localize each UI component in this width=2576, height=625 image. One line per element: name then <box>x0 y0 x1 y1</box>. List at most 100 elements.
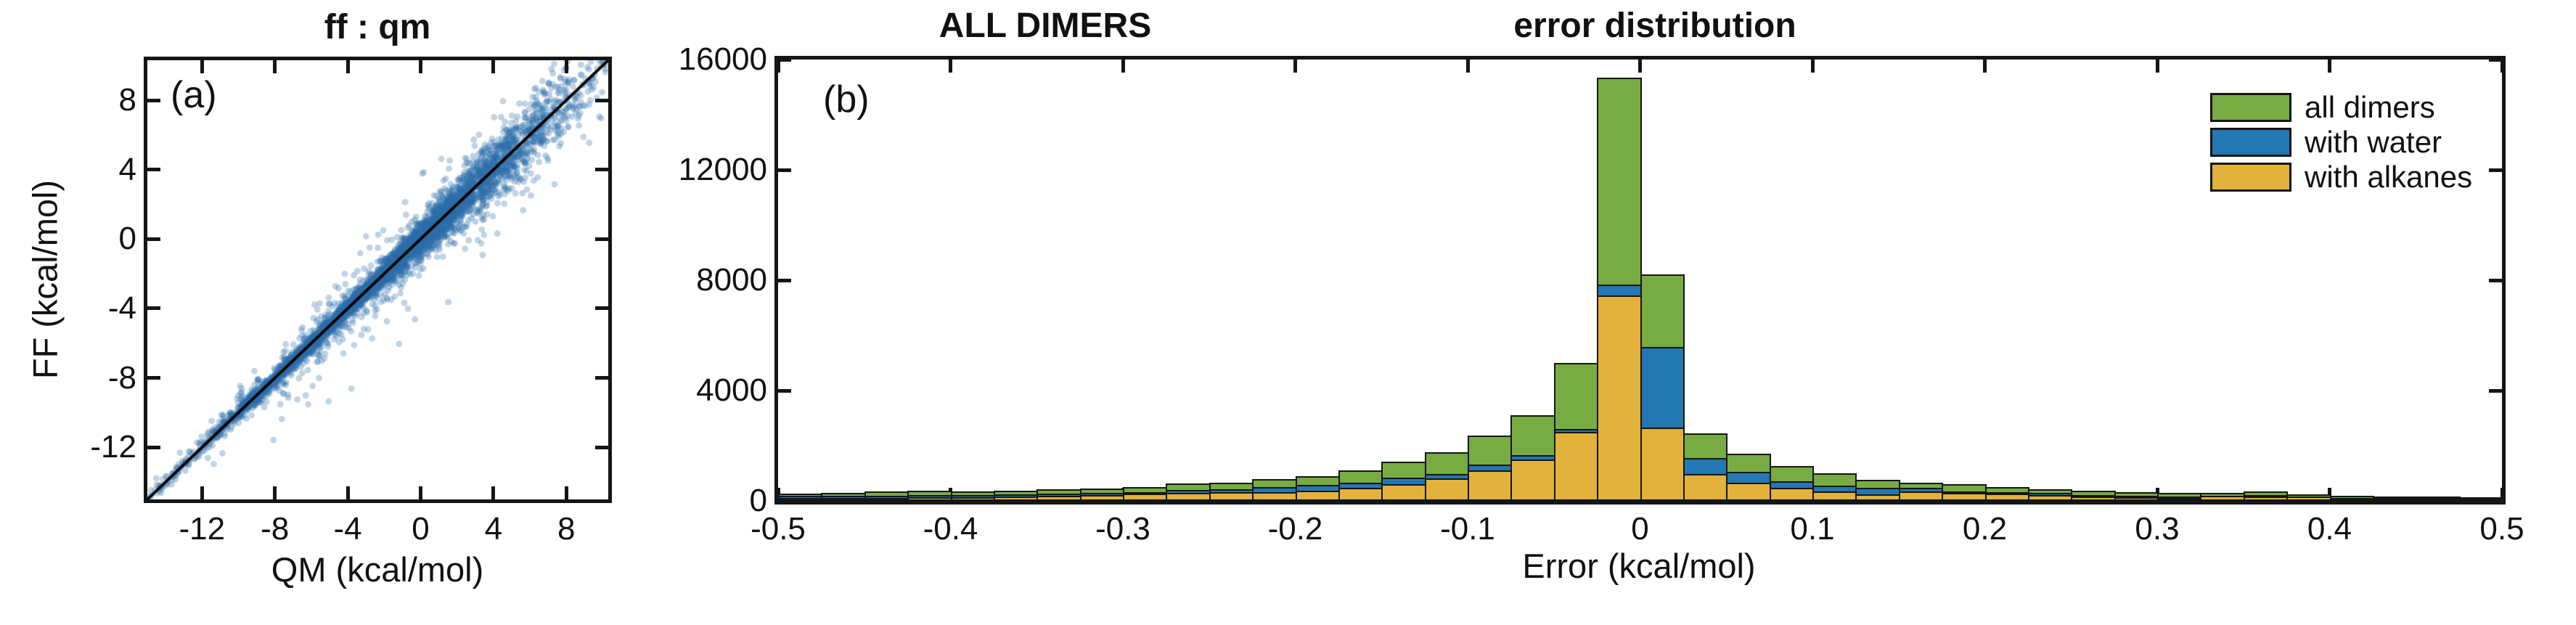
y-tick <box>147 98 160 102</box>
x-tick-top <box>949 60 952 73</box>
panel-a-y-axis-label: FF (kcal/mol) <box>25 179 65 380</box>
histogram-bar-with-alkanes <box>2243 496 2289 501</box>
x-tick-label: 0 <box>412 511 430 547</box>
x-tick-label: -0.5 <box>751 511 806 547</box>
x-tick-label: -4 <box>333 511 362 547</box>
histogram-bar-with-alkanes <box>778 498 823 501</box>
x-tick-top <box>776 60 780 73</box>
y-tick-right <box>595 376 608 380</box>
histogram-bar-with-alkanes <box>2416 498 2461 502</box>
x-tick <box>491 486 496 499</box>
histogram-bar-with-alkanes <box>821 497 866 501</box>
x-tick-top <box>1810 60 1815 73</box>
histogram-bar-with-alkanes <box>1682 474 1728 501</box>
y-tick-label: 12000 <box>678 152 767 187</box>
panel-a-title: ff : qm <box>324 8 431 46</box>
y-tick <box>147 445 160 449</box>
y-tick-label: 0 <box>118 221 136 257</box>
x-tick <box>345 486 350 499</box>
scatter-plot-canvas <box>147 60 608 499</box>
histogram-bar-with-alkanes <box>1252 491 1297 501</box>
histogram-bar-with-alkanes <box>864 497 909 501</box>
histogram-bar-with-alkanes <box>1381 483 1426 501</box>
y-tick-right <box>595 168 608 172</box>
with-alkanes-swatch <box>2210 163 2291 192</box>
y-tick-right <box>595 98 608 102</box>
x-tick-top <box>273 60 277 73</box>
histogram-bar-with-alkanes <box>2200 496 2245 501</box>
x-tick-label: 0.5 <box>2479 511 2524 547</box>
histogram-bar-with-alkanes <box>1726 482 1771 501</box>
x-tick <box>564 486 568 499</box>
histogram-bar-with-alkanes <box>1295 490 1340 501</box>
x-tick-label: 4 <box>484 511 503 547</box>
y-tick-label: 16000 <box>678 41 767 77</box>
y-tick-right <box>595 306 608 311</box>
histogram-bar-with-alkanes <box>1769 487 1814 501</box>
y-tick-right <box>2489 278 2502 282</box>
legend-label-with-water: with water <box>2305 125 2442 159</box>
x-tick-label: 8 <box>557 511 576 547</box>
x-tick-top <box>1293 60 1297 73</box>
histogram-bar-with-alkanes <box>1898 491 1944 501</box>
y-tick-label: -4 <box>107 290 136 326</box>
x-tick-label: 0.3 <box>2135 511 2180 547</box>
with-water-swatch <box>2210 128 2291 157</box>
histogram-bar-with-alkanes <box>2329 498 2374 502</box>
x-tick-top <box>2328 60 2331 73</box>
histogram-bar-with-alkanes <box>1984 494 2029 501</box>
y-tick <box>147 376 160 380</box>
y-tick <box>778 278 791 282</box>
histogram-bar-with-alkanes <box>1424 478 1469 501</box>
histogram-bar-with-alkanes <box>1812 491 1857 501</box>
y-tick-right <box>2489 57 2502 62</box>
y-tick <box>147 168 160 172</box>
panel-b-title-right: error distribution <box>1513 7 1796 45</box>
x-tick-label: -0.3 <box>1095 511 1150 547</box>
y-tick-label: -12 <box>90 429 136 465</box>
x-tick-label: -8 <box>261 511 290 547</box>
y-tick-right <box>595 237 608 241</box>
legend-label-with-alkanes: with alkanes <box>2305 160 2473 194</box>
y-tick-label: 8000 <box>696 262 767 298</box>
histogram-bar-with-alkanes <box>1553 432 1599 501</box>
histogram-bar-with-alkanes <box>1510 459 1555 501</box>
y-tick <box>778 499 791 503</box>
y-tick <box>147 237 160 241</box>
y-tick-label: 4 <box>118 151 136 187</box>
histogram-bar-with-alkanes <box>1166 493 1211 501</box>
histogram-bar-with-alkanes <box>907 497 952 501</box>
x-tick-top <box>1983 60 1987 73</box>
x-tick-top <box>200 60 204 73</box>
histogram-bar-with-alkanes <box>2372 498 2418 502</box>
histogram-bar-with-alkanes <box>950 497 995 501</box>
histogram-bar-with-alkanes <box>2071 496 2116 501</box>
x-tick-top <box>345 60 350 73</box>
x-tick-label: 0 <box>1631 511 1649 547</box>
histogram-bar-with-alkanes <box>2157 497 2202 501</box>
x-tick-top <box>1121 60 1125 73</box>
panel-a-x-axis-label: QM (kcal/mol) <box>271 550 484 589</box>
x-tick-top <box>2155 60 2159 73</box>
y-tick-right <box>2489 388 2502 393</box>
histogram-bar-with-alkanes <box>1855 494 1900 501</box>
panel-a-plot-area: (a) <box>144 57 612 503</box>
histogram-bar-with-alkanes <box>1123 494 1168 501</box>
histogram-bar-with-alkanes <box>1640 427 1685 501</box>
histogram-bar-with-alkanes <box>1942 493 1987 501</box>
x-tick-top <box>418 60 422 73</box>
x-tick-label: -0.1 <box>1440 511 1495 547</box>
x-tick <box>418 486 422 499</box>
x-tick-top <box>491 60 496 73</box>
x-tick-label: -12 <box>179 511 226 547</box>
panel-a-letter: (a) <box>171 74 217 116</box>
panel-b-plot-area: (b) all dimers with water with alkanes <box>774 56 2506 505</box>
x-tick-top <box>564 60 568 73</box>
x-tick-label: -0.2 <box>1267 511 1323 547</box>
x-tick-top <box>1465 60 1470 73</box>
histogram-bar-with-alkanes <box>2027 494 2073 501</box>
y-tick-label: 0 <box>749 483 767 518</box>
histogram-bar-with-alkanes <box>1036 496 1081 501</box>
x-tick <box>273 486 277 499</box>
